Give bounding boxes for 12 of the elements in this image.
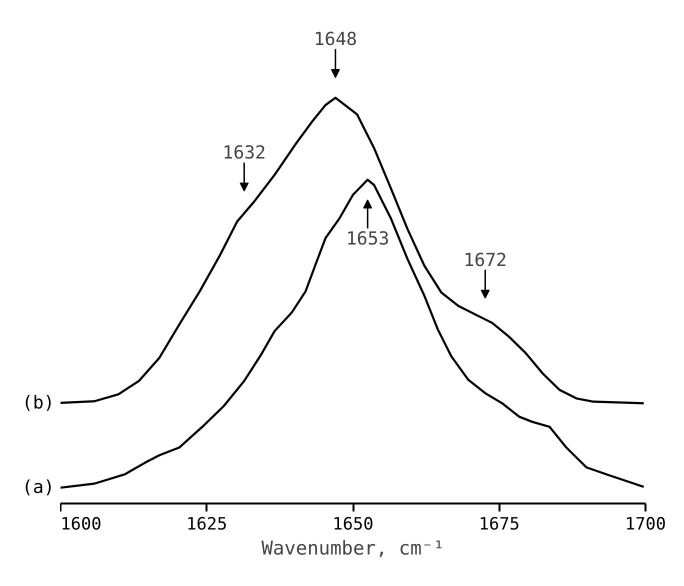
series-label: (a) — [22, 477, 55, 498]
x-axis-title: Wavenumber, cm⁻¹ — [261, 538, 445, 560]
x-tick-label: 1675 — [478, 514, 520, 534]
annotation: 1653 — [346, 228, 390, 250]
x-tick-label: 1650 — [332, 514, 374, 534]
x-tick-label: 1600 — [60, 514, 102, 534]
annotation: 1648 — [314, 29, 358, 50]
x-tick-label: 1700 — [625, 514, 666, 534]
x-tick-label: 1625 — [186, 514, 228, 534]
series-label: (b) — [22, 392, 55, 414]
annotation: 1632 — [222, 142, 266, 164]
annotation: 1672 — [464, 250, 507, 271]
